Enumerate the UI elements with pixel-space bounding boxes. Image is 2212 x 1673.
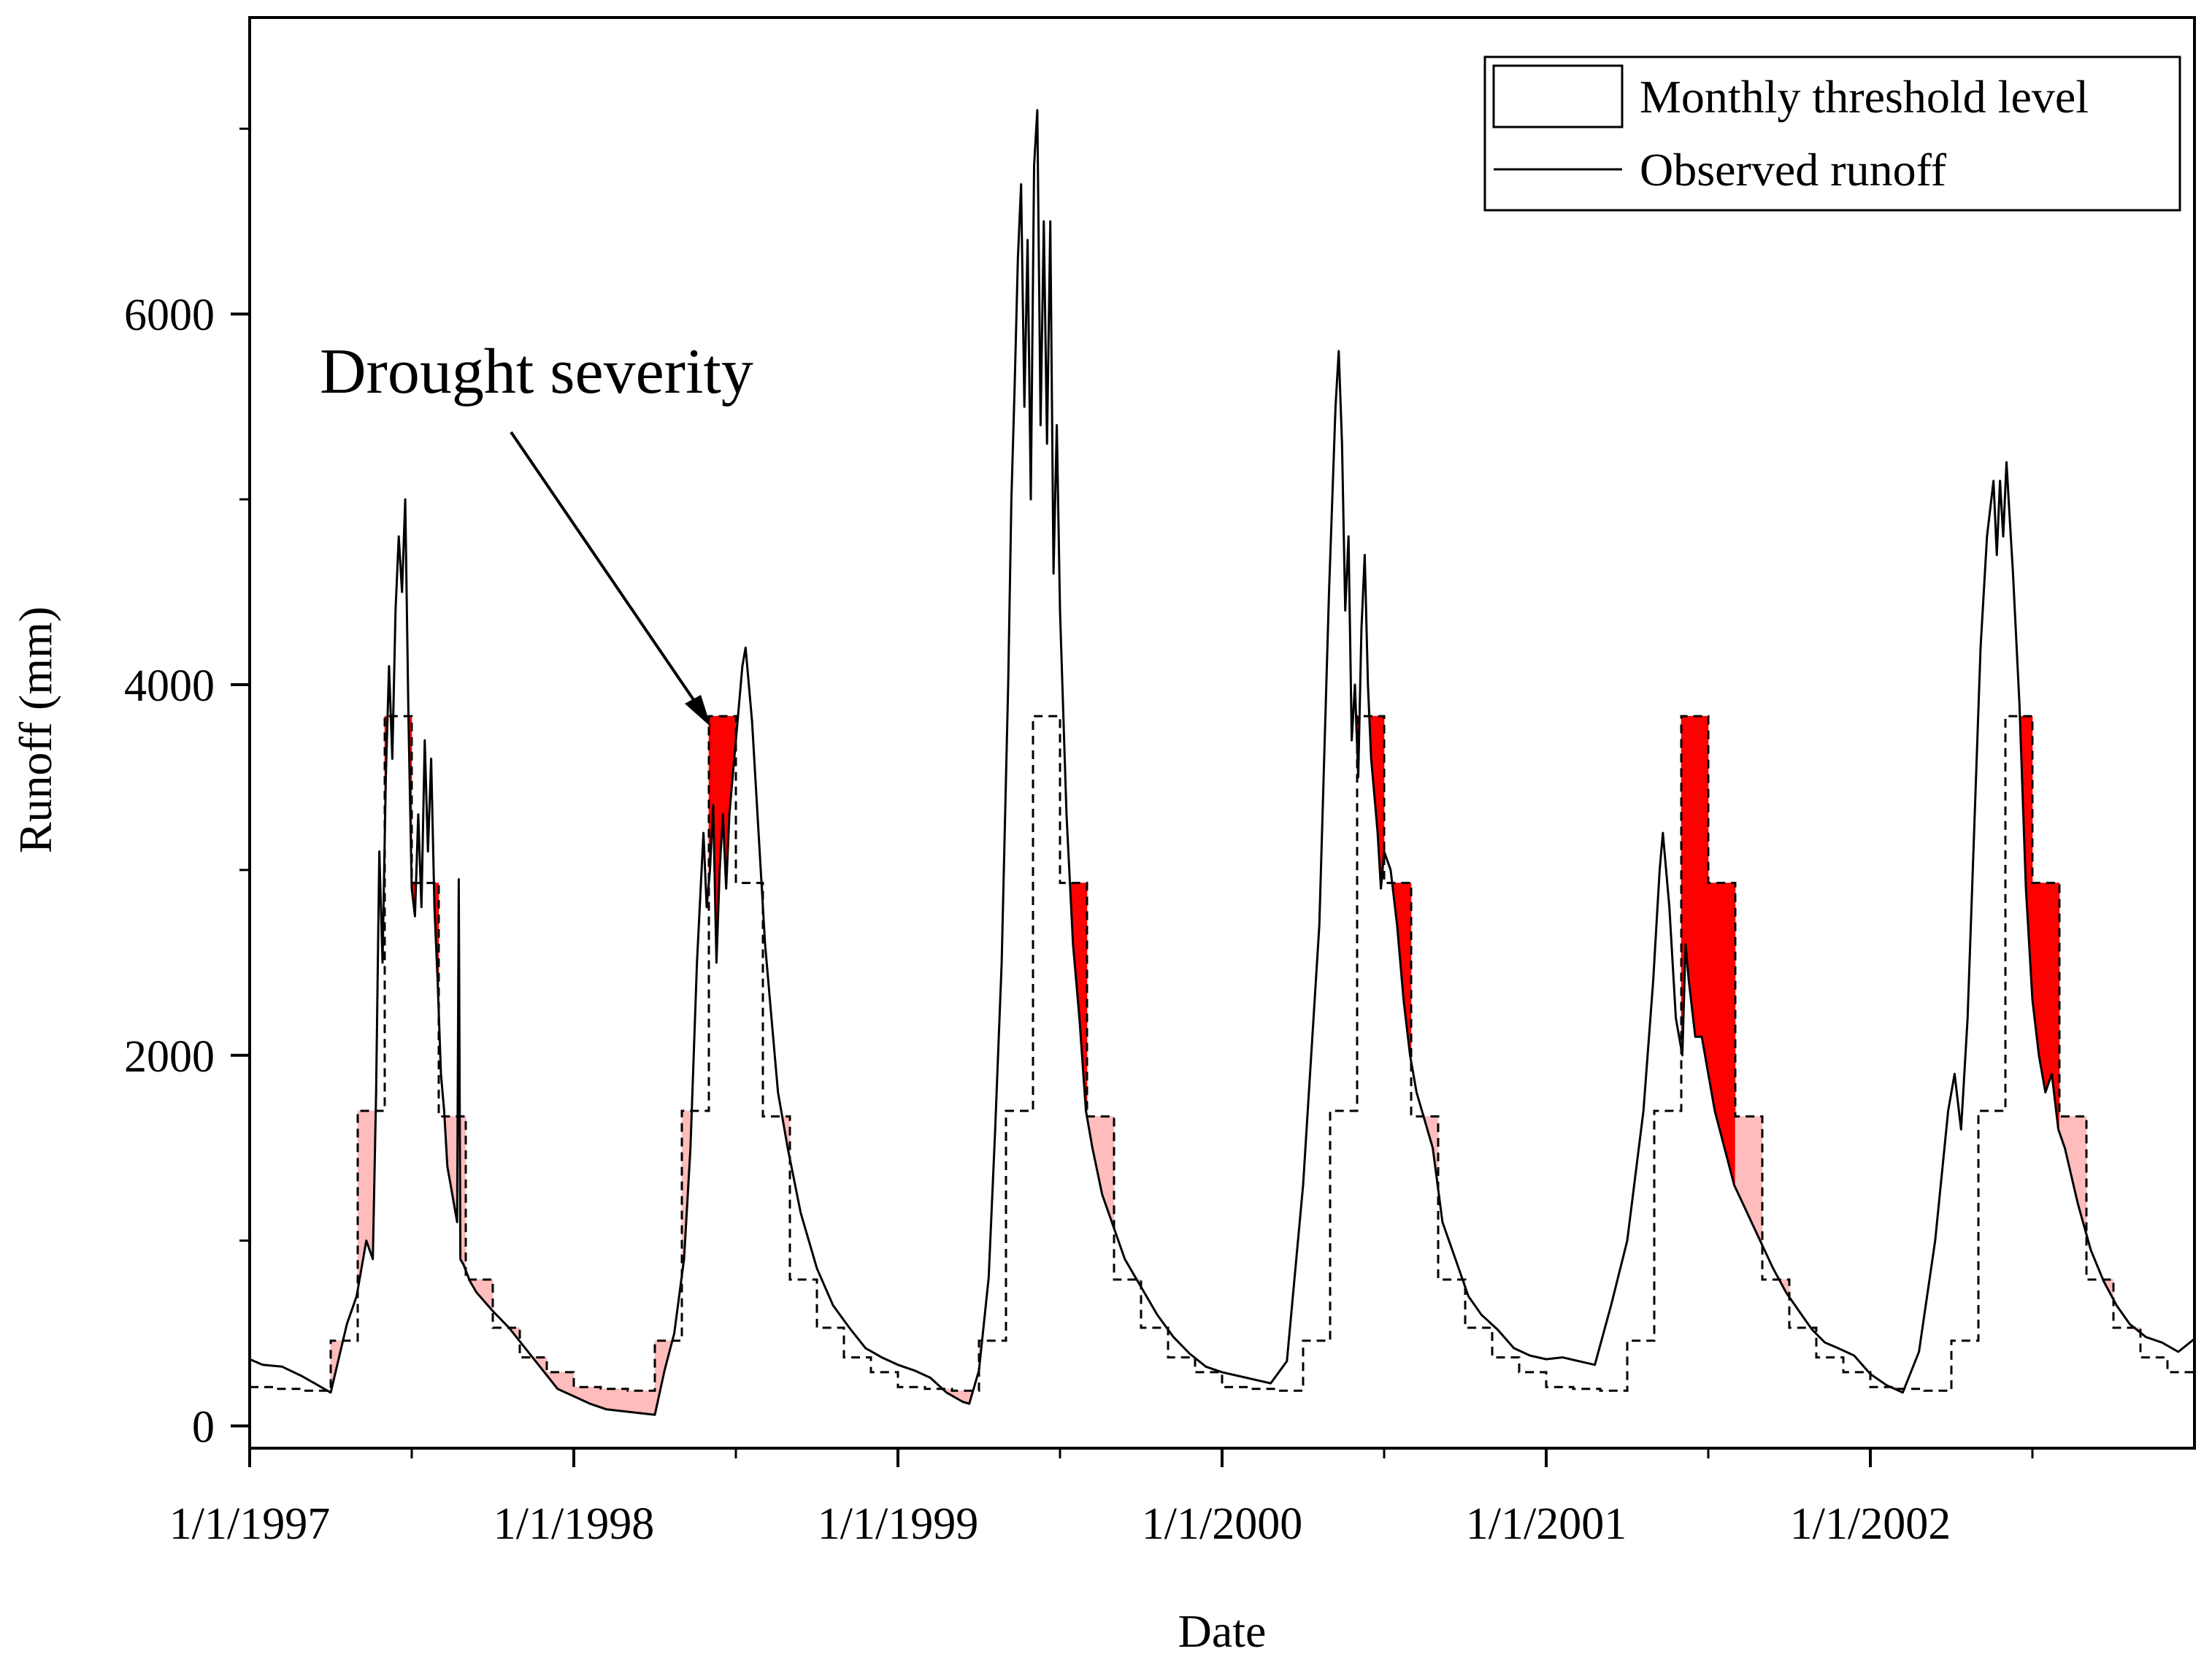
y-tick-label: 4000	[124, 661, 215, 711]
x-tick-label: 1/1/1998	[494, 1499, 654, 1549]
annotation-arrow-line	[510, 431, 708, 720]
observed-series	[249, 109, 2195, 1416]
x-tick-label: 1/1/2002	[1790, 1499, 1951, 1549]
x-tick-label: 1/1/1999	[818, 1499, 978, 1549]
drought-annotation: Drought severity	[320, 336, 753, 727]
legend-threshold-swatch	[1492, 64, 1624, 128]
legend: Monthly threshold level Observed runoff	[1483, 55, 2181, 212]
threshold-series	[250, 715, 2194, 1392]
y-tick-label: 6000	[124, 291, 215, 340]
y-tick-label: 0	[192, 1403, 215, 1453]
grid-and-frame	[248, 16, 2196, 1450]
y-axis-title: Runoff (mm)	[9, 607, 61, 853]
x-tick-label: 1/1/2000	[1142, 1499, 1302, 1549]
threshold-line	[250, 715, 2194, 1392]
annotation-arrowhead	[685, 695, 711, 727]
deficit-areas	[326, 715, 2141, 1415]
plot-frame	[248, 16, 2196, 1450]
x-tick-label: 1/1/2001	[1466, 1499, 1627, 1549]
x-axis-title: Date	[1178, 1605, 1267, 1657]
axis-ticks: 1/1/1997 1/1/1998 1/1/1999 1/1/2000 1/1/2001…	[124, 127, 2034, 1549]
drought-severity-annotation: Drought severity	[320, 336, 753, 407]
x-tick-label: 1/1/1997	[169, 1499, 330, 1549]
legend-threshold-label: Monthly threshold level	[1640, 71, 2089, 123]
observed-runoff-line	[249, 109, 2195, 1416]
legend-observed-label: Observed runoff	[1640, 144, 1947, 196]
y-tick-label: 2000	[124, 1032, 215, 1082]
